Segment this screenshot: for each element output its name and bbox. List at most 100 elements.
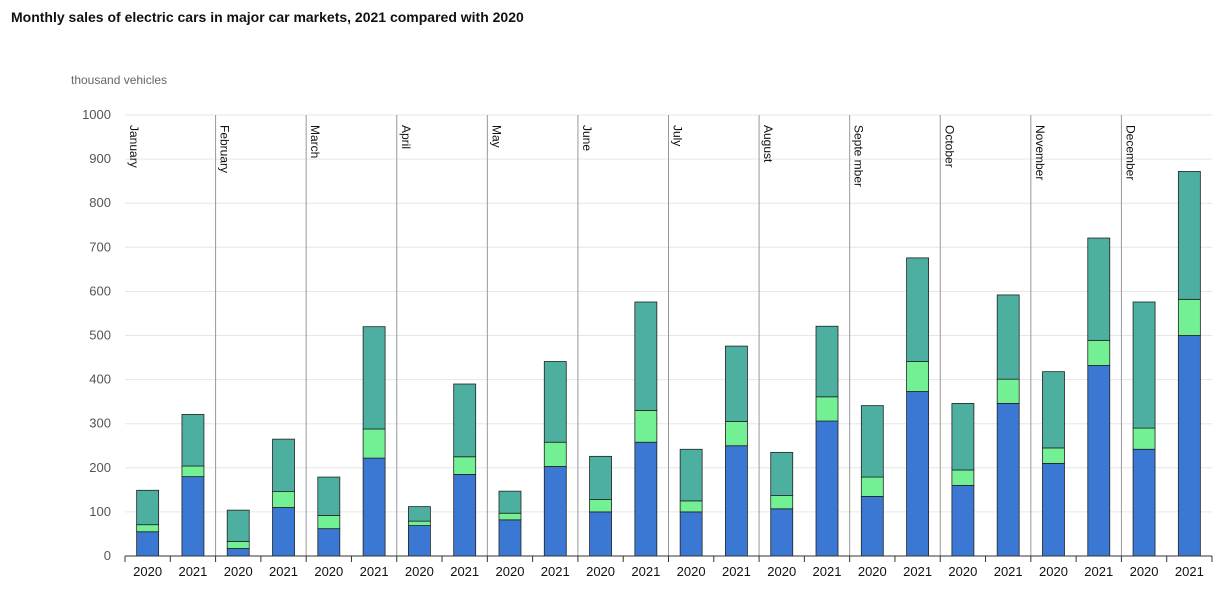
month-labels: January February March April May June July Augu…: [127, 125, 1137, 187]
x-tick-label: 2020: [496, 564, 525, 579]
bar-segment-series2: [951, 469, 975, 486]
bar-segment-series2: [453, 456, 477, 475]
bar-segment-series1: [181, 476, 205, 557]
month-label: January: [127, 125, 141, 168]
x-tick-label: 2020: [405, 564, 434, 579]
bar-segment-series2: [543, 441, 567, 467]
bar-segment-series1: [996, 403, 1020, 557]
x-tick-label: 2021: [450, 564, 479, 579]
bar-segment-series1: [272, 507, 295, 557]
x-tick-label: 2020: [767, 564, 796, 579]
x-tick-label: 2021: [994, 564, 1023, 579]
bar-segment-series3: [1132, 301, 1156, 429]
bar-segment-series3: [725, 345, 748, 422]
bar-segment-series2: [407, 520, 431, 526]
bars: [136, 171, 1201, 557]
y-tick-label: 100: [89, 504, 111, 519]
bar-segment-series3: [317, 476, 341, 516]
x-tick-label: 2021: [360, 564, 389, 579]
bar-segment-series3: [1177, 171, 1201, 300]
bar-segment-series3: [498, 490, 522, 514]
month-label: February: [218, 125, 232, 173]
bar-segment-series1: [453, 474, 477, 557]
bar-segment-series3: [815, 325, 839, 398]
chart-title: Monthly sales of electric cars in major …: [11, 9, 524, 25]
bar-segment-series3: [407, 506, 431, 522]
bar-segment-series2: [860, 476, 884, 497]
bar-segment-series1: [906, 391, 930, 557]
bar-segment-series3: [951, 403, 975, 471]
bar-segment-series1: [1177, 335, 1201, 557]
month-label: July: [671, 125, 685, 146]
bar-segment-series1: [815, 420, 839, 557]
bar-segment-series1: [679, 511, 703, 557]
bar-segment-series2: [1042, 447, 1065, 464]
bar-segment-series2: [679, 500, 703, 513]
x-tick-label: 2021: [1175, 564, 1204, 579]
x-tick-label: 2021: [903, 564, 932, 579]
y-tick-label: 400: [89, 372, 111, 387]
bar-segment-series3: [136, 489, 160, 526]
month-label: April: [399, 125, 413, 149]
bar-segment-series2: [136, 524, 160, 533]
month-label: March: [308, 125, 322, 158]
bar-segment-series2: [770, 495, 794, 510]
bar-segment-series3: [1042, 371, 1065, 449]
bar-segment-series1: [498, 519, 522, 557]
bar-segment-series1: [589, 511, 612, 557]
bar-segment-series1: [317, 528, 341, 557]
y-tick-label: 900: [89, 151, 111, 166]
x-tick-label: 2020: [1130, 564, 1159, 579]
x-tick-label: 2021: [722, 564, 751, 579]
bar-segment-series3: [543, 361, 567, 443]
x-tick-label: 2021: [178, 564, 207, 579]
bar-segment-series3: [996, 294, 1020, 380]
bar-segment-series1: [407, 525, 431, 557]
bar-segment-series2: [226, 541, 250, 549]
bar-segment-series1: [951, 485, 975, 557]
bar-segment-series1: [1132, 448, 1156, 557]
y-tick-label: 300: [89, 416, 111, 431]
x-tick-label: 2021: [541, 564, 570, 579]
month-label: November: [1033, 125, 1047, 180]
month-label: Septe mber: [852, 125, 866, 187]
month-separators: [215, 115, 1122, 556]
bar-segment-series1: [725, 445, 748, 557]
bar-segment-series2: [815, 396, 839, 422]
y-tick-label: 800: [89, 195, 111, 210]
bar-segment-series3: [362, 326, 386, 430]
bar-segment-series2: [906, 361, 930, 392]
bar-segment-series3: [860, 405, 884, 478]
x-axis-labels: 2020 2021 2020 2021 2020 2021 2020 2021 2020 2021…: [133, 564, 1204, 579]
bar-segment-series1: [634, 441, 658, 557]
bar-segment-series1: [136, 531, 160, 557]
bar-segment-series2: [725, 421, 748, 447]
bar-segment-series2: [589, 499, 612, 513]
bar-segment-series2: [1087, 339, 1111, 366]
bar-segment-series1: [770, 508, 794, 557]
bar-segment-series2: [1177, 298, 1201, 336]
x-tick-label: 2020: [314, 564, 343, 579]
y-tick-label: 1000: [82, 107, 111, 122]
bar-segment-series1: [362, 457, 386, 557]
x-tick-label: 2021: [631, 564, 660, 579]
y-tick-label: 600: [89, 283, 111, 298]
y-tick-label: 500: [89, 328, 111, 343]
month-label: June: [580, 125, 594, 151]
bar-segment-series3: [1087, 237, 1111, 341]
bar-segment-series1: [226, 548, 250, 557]
bar-segment-series2: [1132, 427, 1156, 450]
bar-segment-series3: [906, 257, 930, 362]
y-axis-unit-label: thousand vehicles: [71, 73, 168, 87]
bar-segment-series1: [1042, 462, 1065, 557]
y-tick-label: 200: [89, 460, 111, 475]
bar-segment-series3: [181, 414, 205, 467]
y-tick-label: 0: [104, 548, 111, 563]
x-tick-label: 2020: [677, 564, 706, 579]
month-label: May: [489, 125, 503, 148]
x-tick-label: 2020: [948, 564, 977, 579]
month-label: December: [1123, 125, 1137, 180]
bar-segment-series2: [498, 512, 522, 521]
month-label: October: [942, 125, 956, 168]
